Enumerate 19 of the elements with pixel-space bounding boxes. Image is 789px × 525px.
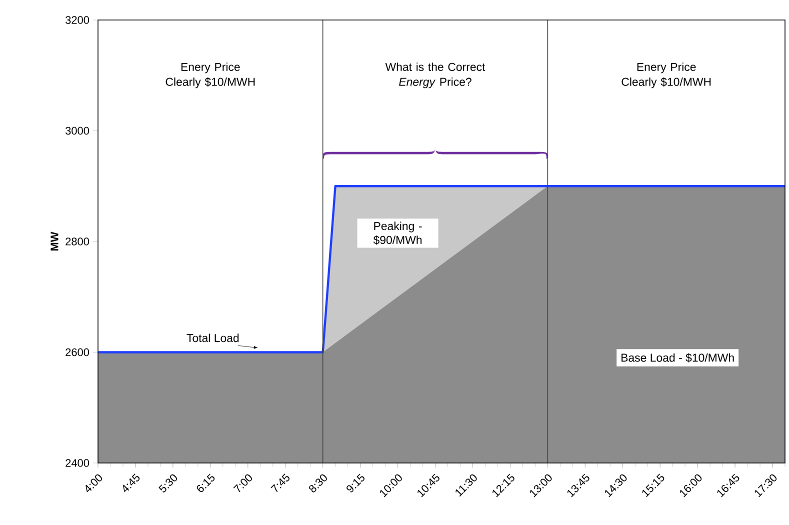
x-tick-label: 6:15 bbox=[196, 474, 215, 492]
y-axis-title: MW bbox=[50, 232, 58, 251]
annotation: What is the Correct Energy Price? bbox=[385, 62, 486, 88]
x-tick-label: 8:30 bbox=[309, 474, 327, 492]
series-label: Base Load - $10/MWh bbox=[622, 353, 734, 362]
y-tick-label: 3000 bbox=[66, 126, 90, 135]
x-tick-label: 7:45 bbox=[270, 474, 290, 492]
y-tick-label: 2400 bbox=[66, 459, 90, 467]
series-label: Peaking - $90/MWh bbox=[373, 222, 422, 245]
x-tick-label: 4:00 bbox=[86, 474, 102, 492]
x-tick-label: 5:30 bbox=[158, 474, 177, 492]
series-label: Total Load bbox=[186, 334, 239, 342]
y-tick-label: 3200 bbox=[66, 16, 90, 24]
y-tick-label: 2800 bbox=[66, 238, 90, 246]
annotation: Enery Price Clearly $10/MWH bbox=[166, 62, 255, 88]
x-tick-label: 4:45 bbox=[123, 474, 140, 492]
y-tick-label: 2600 bbox=[66, 348, 90, 356]
x-tick-label: 7:00 bbox=[233, 474, 252, 492]
annotation: Enery Price Clearly $10/MWH bbox=[622, 62, 711, 88]
